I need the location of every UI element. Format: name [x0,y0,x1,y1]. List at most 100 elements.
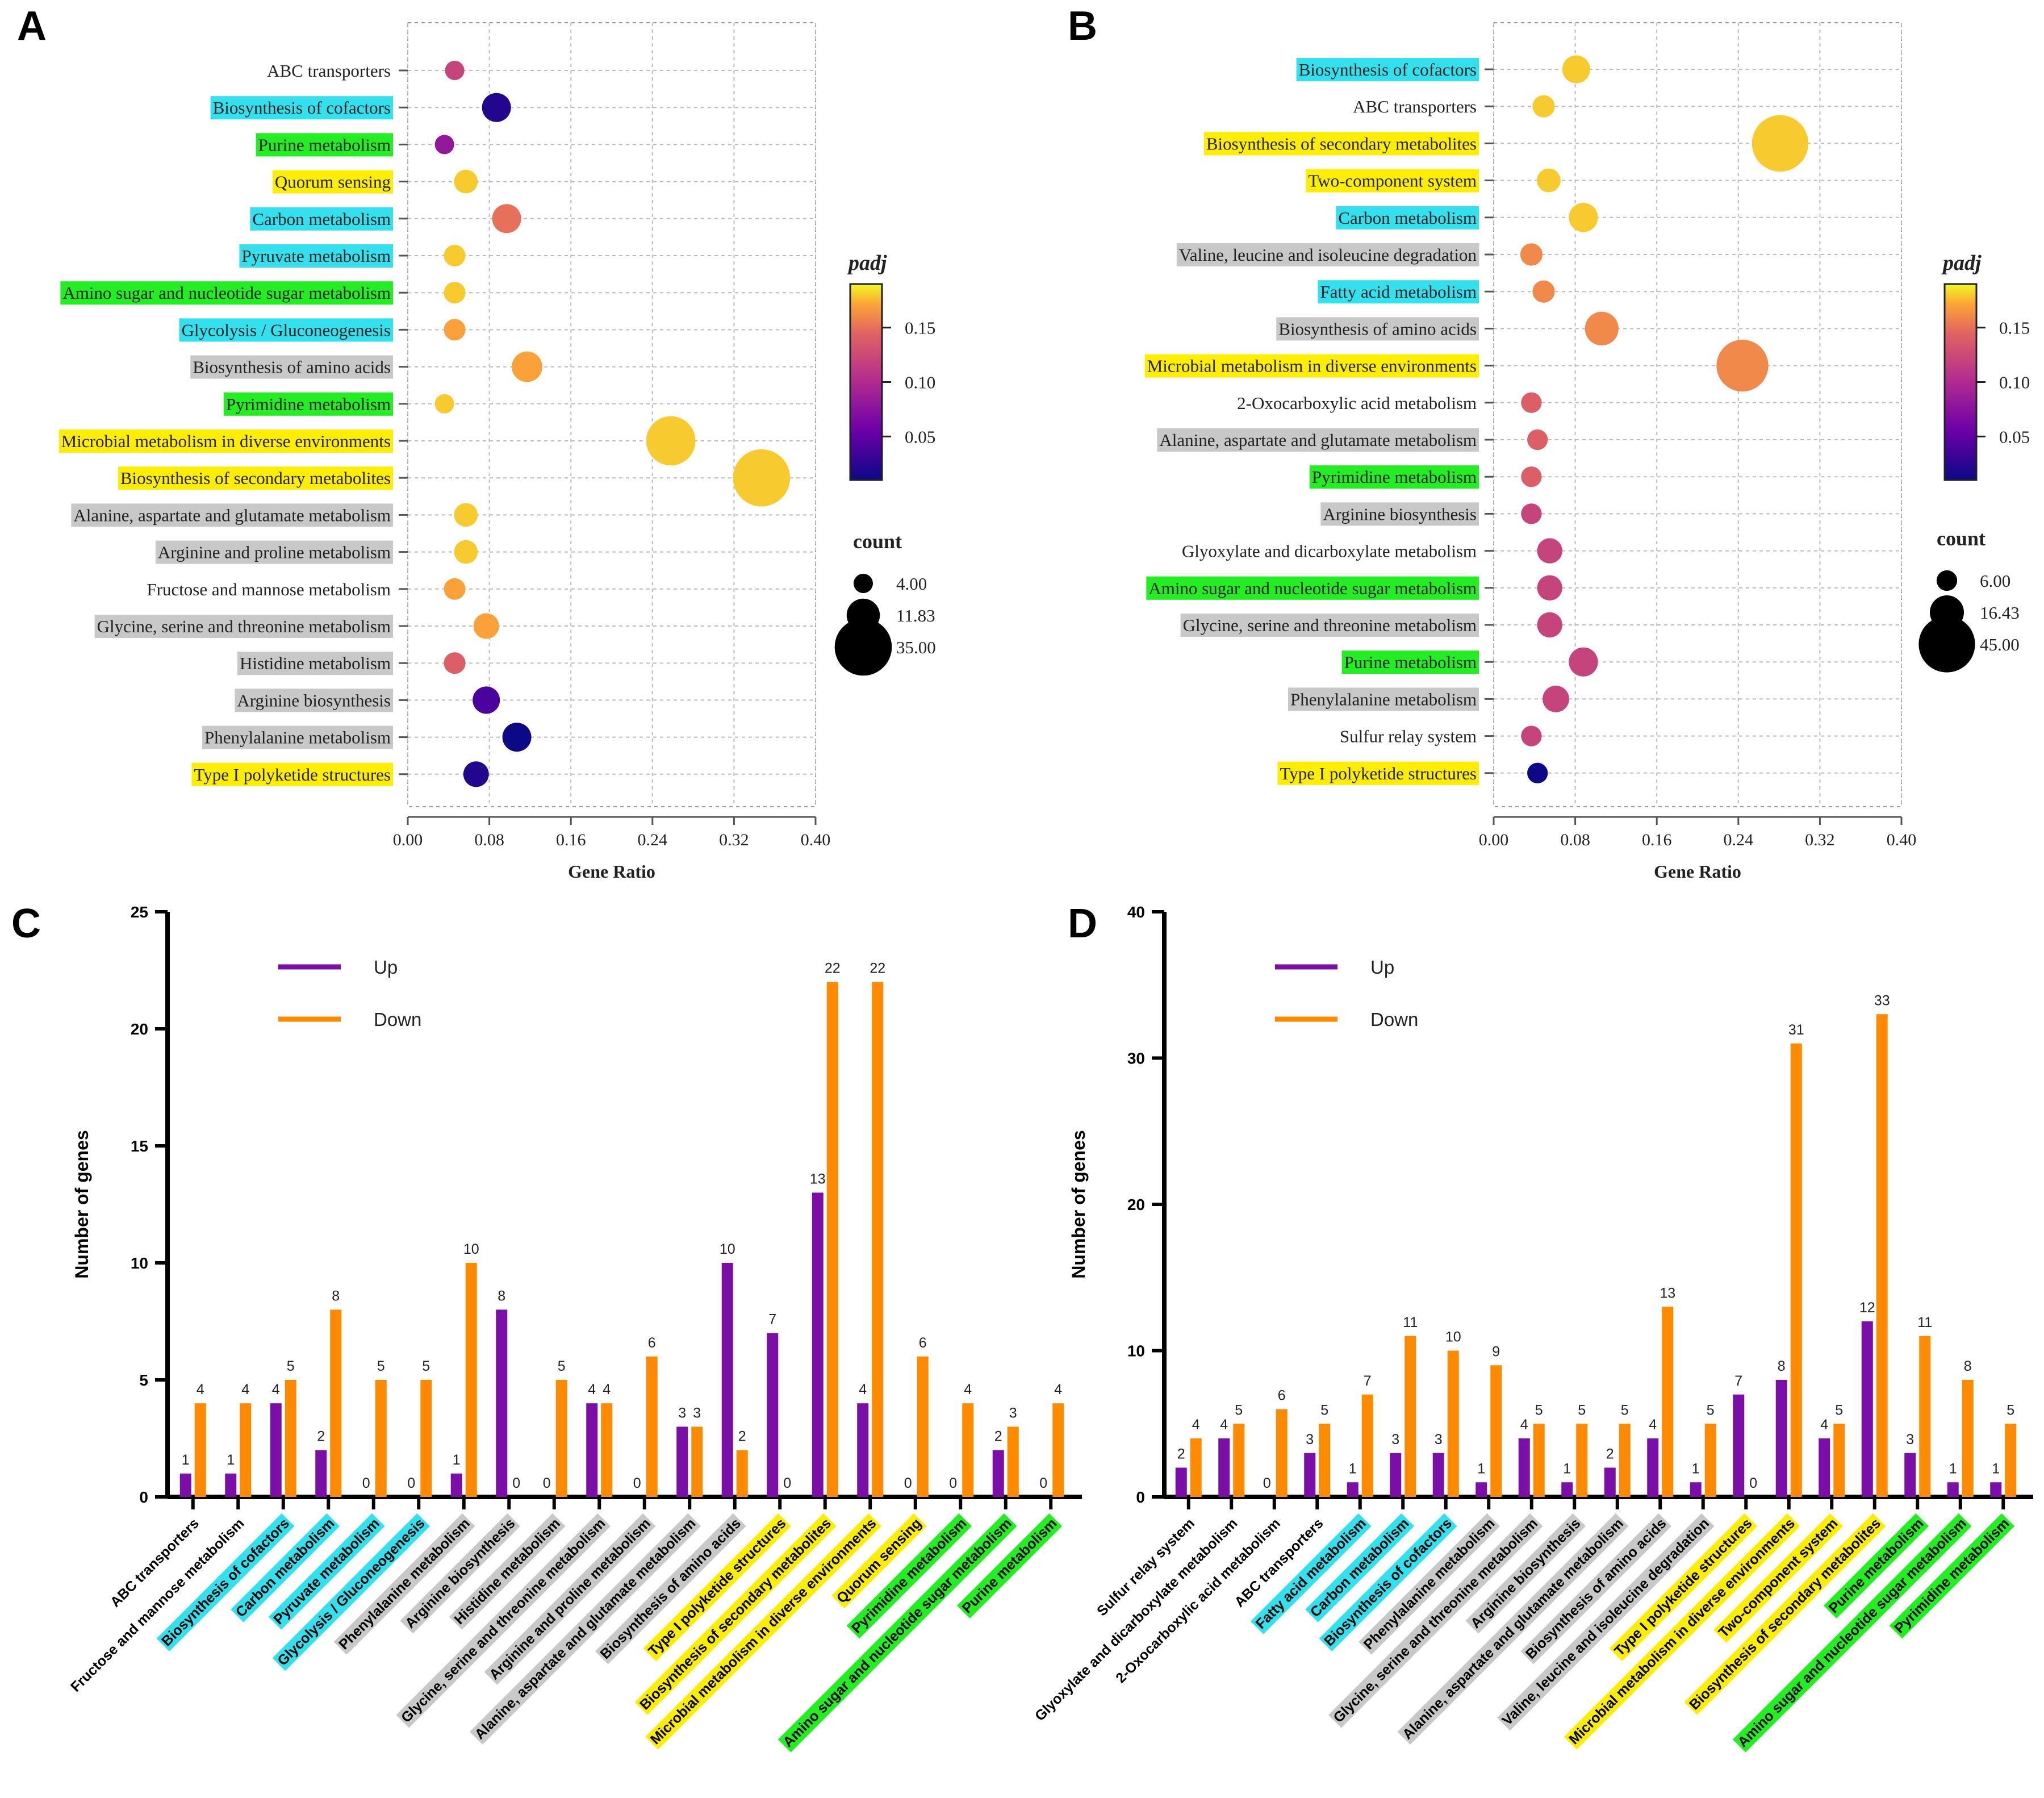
data-point[interactable] [1536,168,1561,193]
bar-up[interactable] [721,1263,733,1497]
bar-up[interactable] [1733,1394,1745,1497]
data-point[interactable] [1537,538,1562,564]
bar-up[interactable] [857,1403,869,1497]
data-point[interactable] [1532,280,1555,303]
bar-down[interactable] [285,1380,296,1497]
bar-up[interactable] [767,1333,779,1497]
data-point[interactable] [1527,762,1548,783]
data-point[interactable] [1569,647,1598,677]
bar-up[interactable] [1690,1482,1702,1497]
bar-up[interactable] [1390,1453,1402,1497]
bar-down[interactable] [1319,1424,1331,1497]
bar-down[interactable] [1576,1424,1588,1497]
bar-up[interactable] [1647,1438,1659,1497]
bar-down[interactable] [1190,1438,1202,1497]
data-point[interactable] [454,169,478,194]
bar-down[interactable] [420,1380,432,1497]
bar-down[interactable] [826,982,838,1497]
bar-down[interactable] [872,982,884,1497]
bar-down[interactable] [1962,1380,1974,1497]
bar-down[interactable] [2005,1424,2017,1497]
bar-down[interactable] [555,1380,567,1497]
bar-down[interactable] [1276,1409,1288,1497]
bar-up[interactable] [586,1403,598,1497]
data-point[interactable] [1532,95,1555,118]
bar-up[interactable] [179,1473,191,1497]
bar-up[interactable] [1861,1321,1873,1497]
data-point[interactable] [1527,429,1548,450]
bar-up[interactable] [1347,1482,1359,1497]
bar-down[interactable] [330,1309,342,1497]
bar-down[interactable] [1405,1336,1416,1497]
bar-down[interactable] [601,1403,613,1497]
bar-down[interactable] [1233,1424,1245,1497]
data-point[interactable] [444,319,466,341]
data-point[interactable] [646,416,696,466]
bar-down[interactable] [736,1450,748,1497]
bar-up[interactable] [1947,1482,1959,1497]
data-point[interactable] [492,204,521,233]
data-point[interactable] [1520,243,1543,266]
bar-down[interactable] [646,1356,658,1497]
bar-up[interactable] [992,1450,1004,1497]
data-point[interactable] [1521,466,1542,487]
bar-up[interactable] [1604,1467,1616,1497]
bar-up[interactable] [1518,1438,1530,1497]
bar-up[interactable] [496,1309,508,1497]
bar-down[interactable] [1052,1403,1064,1497]
data-point[interactable] [1537,575,1562,600]
bar-up[interactable] [270,1403,282,1497]
data-point[interactable] [502,723,532,752]
bar-down[interactable] [1790,1043,1802,1497]
data-point[interactable] [482,93,511,122]
data-point[interactable] [1562,55,1590,84]
bar-up[interactable] [1990,1482,2002,1497]
bar-down[interactable] [1919,1336,1931,1497]
data-point[interactable] [1543,685,1569,712]
bar-up[interactable] [1432,1453,1444,1497]
data-point[interactable] [454,503,478,527]
data-point[interactable] [1752,115,1809,172]
data-point[interactable] [1521,725,1542,746]
bar-down[interactable] [465,1263,477,1497]
data-point[interactable] [434,135,454,155]
bar-down[interactable] [1490,1365,1502,1497]
bar-up[interactable] [1775,1380,1787,1497]
bar-down[interactable] [1833,1424,1845,1497]
bar-down[interactable] [917,1356,929,1497]
bar-down[interactable] [375,1380,387,1497]
data-point[interactable] [444,578,466,600]
data-point[interactable] [444,244,466,267]
data-point[interactable] [1569,203,1598,232]
data-point[interactable] [733,449,791,507]
bar-down[interactable] [1662,1307,1674,1497]
bar-up[interactable] [1175,1467,1187,1497]
bar-down[interactable] [962,1403,974,1497]
bar-down[interactable] [1447,1350,1459,1497]
data-point[interactable] [473,613,499,639]
data-point[interactable] [1521,392,1542,413]
bar-down[interactable] [691,1426,703,1497]
data-point[interactable] [444,652,466,674]
bar-down[interactable] [1007,1426,1019,1497]
bar-up[interactable] [812,1192,824,1497]
bar-down[interactable] [1619,1424,1631,1497]
data-point[interactable] [1585,311,1619,346]
bar-down[interactable] [1361,1394,1373,1497]
data-point[interactable] [1521,503,1542,524]
bar-down[interactable] [240,1403,252,1497]
data-point[interactable] [434,394,454,414]
data-point[interactable] [444,282,466,304]
bar-up[interactable] [315,1450,327,1497]
bar-up[interactable] [450,1473,462,1497]
bar-up[interactable] [1475,1482,1487,1497]
bar-up[interactable] [1218,1438,1230,1497]
bar-down[interactable] [1876,1014,1888,1497]
bar-down[interactable] [194,1403,206,1497]
data-point[interactable] [473,686,500,714]
data-point[interactable] [1716,339,1769,392]
bar-down[interactable] [1704,1424,1716,1497]
data-point[interactable] [454,540,478,564]
data-point[interactable] [1537,612,1562,638]
bar-up[interactable] [1819,1438,1830,1497]
